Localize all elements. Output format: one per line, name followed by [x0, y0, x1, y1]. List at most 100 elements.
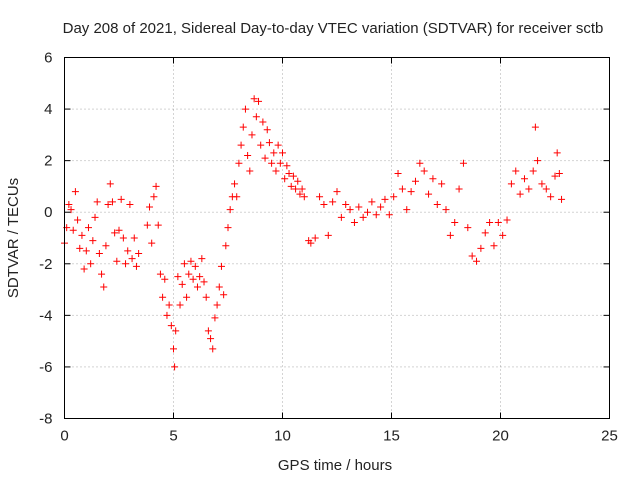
data-point: [215, 283, 223, 291]
data-point: [130, 234, 138, 242]
data-point: [292, 185, 300, 193]
data-point: [425, 190, 433, 198]
data-point: [113, 257, 121, 265]
data-point: [320, 200, 328, 208]
data-point: [298, 185, 306, 193]
data-point: [91, 213, 99, 221]
data-point: [193, 283, 201, 291]
data-point: [117, 195, 125, 203]
data-point: [65, 200, 73, 208]
data-point: [128, 255, 136, 263]
data-point: [512, 167, 520, 175]
data-point: [359, 213, 367, 221]
data-point: [222, 242, 230, 250]
data-point: [224, 224, 232, 232]
data-point: [172, 327, 180, 335]
data-point: [385, 211, 393, 219]
y-tick-label: -2: [39, 256, 52, 273]
data-point: [207, 335, 215, 343]
data-point: [279, 149, 286, 157]
data-point: [241, 105, 249, 113]
data-point: [287, 182, 295, 190]
data-point: [93, 198, 101, 206]
data-point: [259, 118, 267, 126]
data-point: [516, 190, 524, 198]
data-point: [429, 175, 437, 183]
data-point: [337, 213, 345, 221]
data-point: [148, 239, 156, 247]
data-point: [165, 301, 173, 309]
data-point: [202, 293, 210, 301]
data-point: [285, 170, 293, 178]
x-tick-label: 15: [383, 428, 400, 445]
data-point: [394, 170, 402, 178]
chart-title: Day 208 of 2021, Sidereal Day-to-day VTE…: [63, 20, 604, 37]
data-point: [486, 219, 494, 227]
data-point: [542, 185, 550, 193]
data-point: [372, 211, 380, 219]
data-point: [69, 226, 77, 234]
data-point: [274, 141, 282, 149]
x-axis-label: GPS time / hours: [278, 457, 392, 474]
data-point: [163, 311, 171, 319]
y-tick-label: 4: [44, 101, 52, 118]
data-point: [324, 231, 332, 239]
data-point: [226, 206, 234, 214]
data-point: [311, 234, 319, 242]
data-point: [555, 170, 563, 178]
data-point: [246, 167, 254, 175]
data-point: [185, 270, 193, 278]
data-point: [420, 167, 428, 175]
data-point: [161, 275, 169, 283]
data-point: [442, 206, 450, 214]
y-tick-label: -4: [39, 307, 52, 324]
data-point: [459, 159, 467, 167]
data-point: [187, 257, 195, 265]
x-tick-label: 5: [169, 428, 177, 445]
data-point: [525, 185, 533, 193]
data-point: [82, 247, 90, 255]
data-point: [183, 293, 191, 301]
data-point: [281, 175, 289, 183]
data-point: [551, 172, 559, 180]
data-point: [553, 149, 561, 157]
data-point: [220, 291, 228, 299]
data-point: [268, 159, 276, 167]
data-point: [481, 229, 489, 237]
data-point: [200, 278, 208, 286]
data-point: [529, 167, 537, 175]
data-point: [171, 363, 179, 371]
data-point: [156, 270, 164, 278]
data-point: [499, 231, 507, 239]
data-point: [191, 262, 199, 270]
data-point: [115, 226, 123, 234]
data-point: [146, 203, 154, 211]
data-point: [211, 314, 219, 322]
y-tick-label: 2: [44, 153, 52, 170]
data-point: [468, 252, 476, 260]
data-point: [213, 301, 221, 309]
data-point: [95, 249, 103, 257]
data-point: [250, 95, 258, 103]
data-series-sdtvar: [61, 95, 566, 371]
data-point: [403, 206, 411, 214]
data-point: [217, 262, 225, 270]
data-point: [270, 149, 278, 157]
data-point: [265, 139, 273, 147]
data-point: [235, 159, 243, 167]
data-point: [503, 216, 511, 224]
y-tick-label: -6: [39, 359, 52, 376]
data-point: [231, 180, 239, 188]
data-point: [494, 219, 502, 227]
data-point: [176, 301, 184, 309]
data-point: [534, 157, 542, 165]
data-point: [477, 244, 485, 252]
data-point: [198, 255, 206, 263]
data-point: [296, 190, 304, 198]
data-point: [119, 234, 127, 242]
data-point: [98, 270, 106, 278]
y-tick-label: 0: [44, 204, 52, 221]
data-point: [342, 200, 350, 208]
data-point: [132, 262, 140, 270]
x-tick-label: 25: [601, 428, 618, 445]
